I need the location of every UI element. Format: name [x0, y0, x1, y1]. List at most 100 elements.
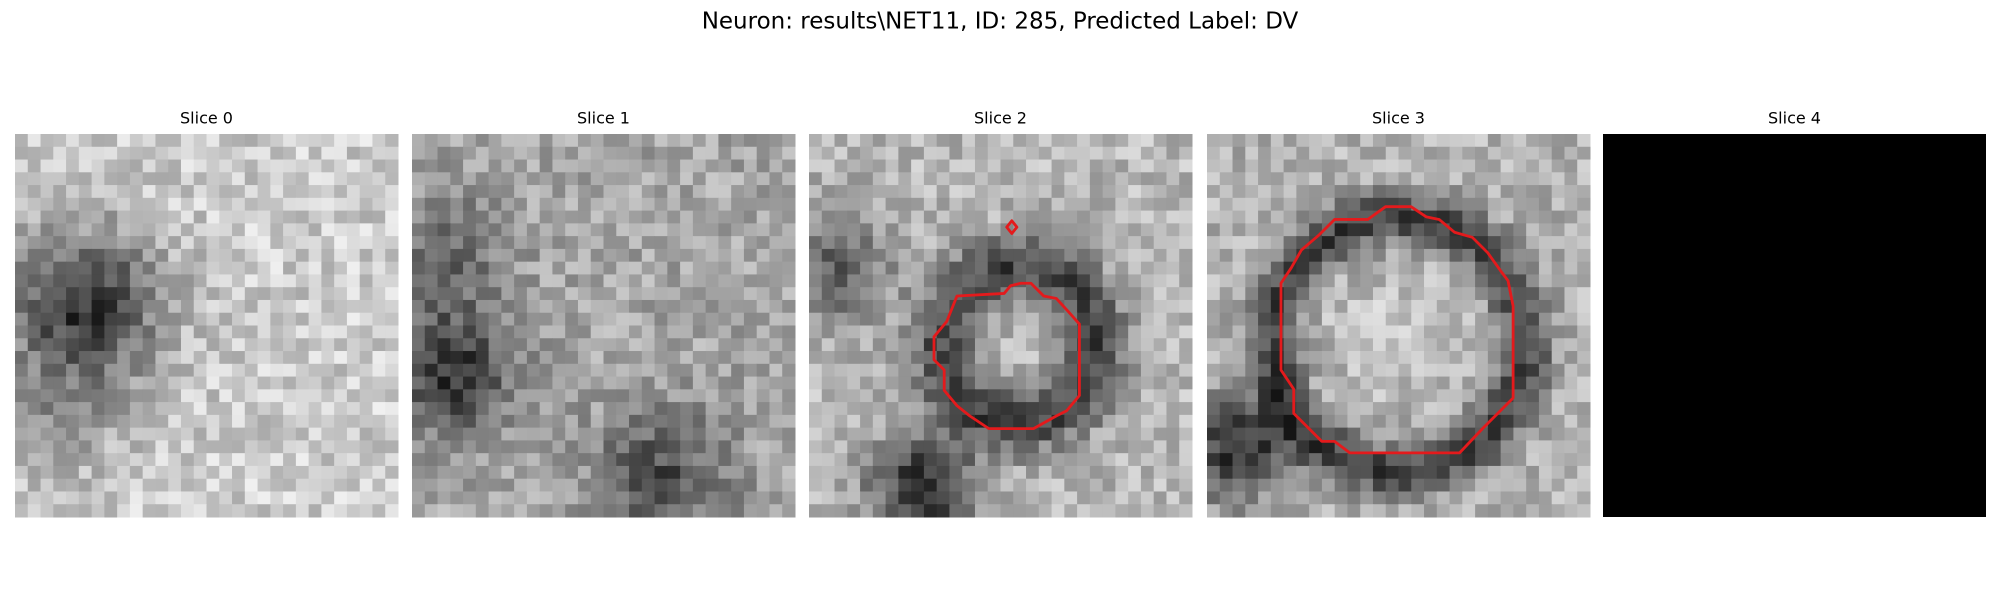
pixel	[1064, 338, 1078, 352]
pixel	[1526, 478, 1540, 492]
pixel	[1179, 312, 1193, 326]
pixel	[616, 351, 630, 365]
pixel	[809, 223, 823, 237]
pixel	[321, 389, 335, 403]
pixel	[424, 236, 439, 250]
pixel	[1372, 427, 1387, 441]
pixel	[809, 351, 823, 365]
pixel	[718, 491, 732, 505]
pixel	[1487, 338, 1502, 352]
pixel	[1564, 236, 1578, 250]
pixel	[987, 134, 1001, 148]
pixel	[27, 236, 42, 250]
pixel	[1283, 146, 1297, 161]
pixel	[1296, 453, 1310, 467]
pixel	[1089, 504, 1104, 518]
pixel	[66, 210, 80, 224]
pixel	[412, 338, 426, 352]
pixel	[872, 197, 887, 212]
pixel	[1102, 389, 1116, 403]
pixel	[168, 146, 182, 161]
pixel	[1538, 223, 1553, 237]
pixel	[180, 351, 195, 365]
pixel	[412, 389, 426, 403]
pixel	[911, 172, 925, 186]
pixel	[1385, 453, 1399, 467]
pixel	[539, 223, 553, 237]
pixel	[1000, 504, 1014, 518]
pixel	[898, 134, 912, 148]
pixel	[308, 414, 322, 429]
pixel	[193, 351, 207, 365]
pixel	[346, 287, 361, 301]
pixel	[1102, 146, 1116, 161]
pixel	[283, 440, 297, 454]
pixel	[821, 287, 836, 301]
pixel	[923, 363, 938, 378]
pixel	[1538, 491, 1553, 505]
pixel	[129, 325, 144, 339]
slice-image	[15, 134, 399, 518]
pixel	[705, 299, 719, 314]
pixel	[898, 261, 912, 275]
pixel	[590, 402, 604, 416]
pixel	[104, 248, 118, 263]
pixel	[1000, 146, 1014, 161]
pixel	[40, 236, 54, 250]
pixel	[346, 197, 361, 212]
pixel	[372, 146, 386, 161]
pixel	[412, 491, 426, 505]
pixel	[847, 146, 861, 161]
pixel	[667, 185, 681, 199]
pixel	[962, 274, 976, 288]
pixel	[1424, 491, 1438, 505]
pixel	[1398, 210, 1412, 224]
pixel	[577, 414, 592, 429]
pixel	[898, 376, 912, 390]
pixel	[629, 325, 643, 339]
pixel	[1551, 210, 1565, 224]
pixel	[1321, 248, 1336, 263]
pixel	[91, 274, 105, 288]
pixel	[692, 338, 707, 352]
pixel	[743, 287, 758, 301]
pixel	[91, 376, 105, 390]
pixel	[654, 236, 668, 250]
pixel	[987, 274, 1001, 288]
pixel	[872, 338, 887, 352]
pixel	[346, 351, 361, 365]
pixel	[117, 491, 131, 505]
panel-title: Slice 2	[974, 109, 1027, 128]
pixel	[539, 197, 553, 212]
pixel	[321, 363, 335, 378]
pixel	[53, 491, 67, 505]
pixel	[1538, 453, 1553, 467]
pixel	[782, 440, 796, 454]
pixel	[821, 338, 836, 352]
slice-image	[1603, 134, 1986, 517]
pixel	[860, 389, 874, 403]
pixel	[321, 146, 335, 161]
pixel	[40, 185, 54, 199]
pixel	[1334, 172, 1348, 186]
pixel	[718, 248, 732, 263]
pixel	[1153, 146, 1167, 161]
pixel	[667, 427, 681, 441]
pixel	[1013, 159, 1027, 173]
pixel	[834, 325, 848, 339]
pixel	[193, 274, 207, 288]
pixel	[718, 453, 732, 467]
pixel	[782, 338, 796, 352]
pixel	[718, 185, 732, 199]
pixel	[1283, 491, 1297, 505]
pixel	[680, 274, 694, 288]
pixel	[40, 491, 54, 505]
pixel	[168, 453, 182, 467]
pixel	[962, 172, 976, 186]
pixel	[1026, 172, 1040, 186]
pixel	[1115, 351, 1129, 365]
pixel	[15, 376, 29, 390]
pixel	[923, 465, 938, 480]
pixel	[1411, 338, 1425, 352]
pixel	[1411, 287, 1425, 301]
